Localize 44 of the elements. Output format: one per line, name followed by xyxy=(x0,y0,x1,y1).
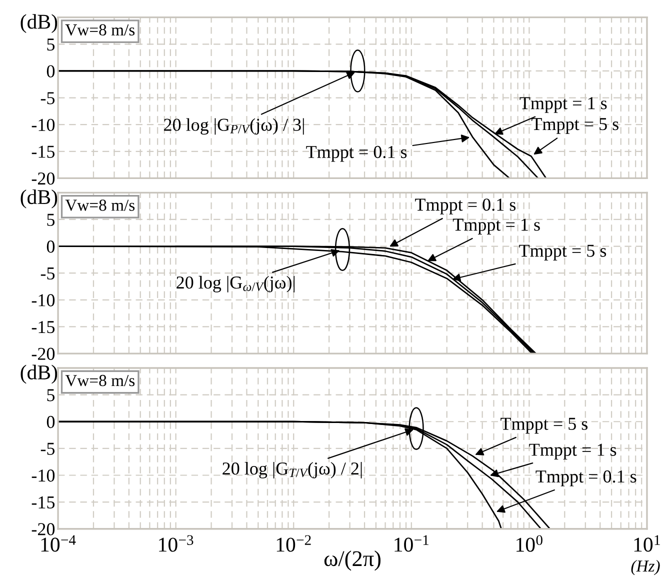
x-tick-label: 10$^{−4}$ xyxy=(41,535,76,552)
y-tick-label: 5 xyxy=(47,389,55,402)
annotation: Tmppt = 0.1 s xyxy=(536,470,636,486)
x-tick-label: 10$^{−2}$ xyxy=(276,535,311,552)
y-tick-label: -15 xyxy=(32,146,55,158)
text: (Hz) xyxy=(631,560,660,576)
annotation: Tmppt = 1 s xyxy=(452,218,540,234)
annotation: 20 log |G$_{P/V}$(jω) / 3| xyxy=(164,118,304,135)
annotation: Vw=8 m/s xyxy=(65,374,135,386)
annotation: Tmppt = 5 s xyxy=(532,118,618,134)
annotation: Tmppt = 5 s xyxy=(519,244,606,260)
y-tick-label: -10 xyxy=(32,118,55,132)
x-axis-title: ω/(2π) xyxy=(324,550,380,571)
x-tick-label: 10$^{−3}$ xyxy=(159,535,194,552)
annotation: Tmppt = 1 s xyxy=(529,444,616,460)
y-axis-title: (dB) xyxy=(20,189,58,208)
annotation: Tmppt = 0.1 s xyxy=(415,198,516,214)
y-tick-label: -20 xyxy=(32,348,55,360)
annotation: Tmppt = 0.1 s xyxy=(306,146,407,162)
y-tick-label: 0 xyxy=(46,416,55,428)
annotation: 20 log |G$_{ω/V}$(jω)| xyxy=(176,276,295,292)
annotation: 20 log |G$_{T/V}$(jω) / 2| xyxy=(222,462,362,478)
x-tick-label: 10$^{0}$ xyxy=(516,535,542,552)
annotation: Vw=8 m/s xyxy=(65,24,135,36)
y-tick-label: -15 xyxy=(32,321,55,334)
y-tick-label: 5 xyxy=(47,214,55,226)
annotation: Tmppt = 5 s xyxy=(500,418,588,434)
x-tick-label: 10$^{−1}$ xyxy=(394,535,429,552)
annotation: Tmppt = 1 s xyxy=(520,97,607,113)
y-tick-label: 5 xyxy=(47,38,55,51)
y-tick-label: -20 xyxy=(32,523,55,536)
y-tick-label: 0 xyxy=(46,240,55,253)
x-tick-label: 10$^{1}$ xyxy=(634,535,660,552)
y-tick-label: 0 xyxy=(46,65,55,78)
y-axis-title: (dB) xyxy=(20,14,58,34)
y-tick-label: -20 xyxy=(32,172,55,185)
annotation: Vw=8 m/s xyxy=(65,200,135,211)
y-tick-label: -5 xyxy=(40,268,55,280)
y-axis-title: (dB) xyxy=(20,364,58,384)
y-tick-label: -5 xyxy=(40,92,55,104)
y-tick-label: -10 xyxy=(32,294,55,306)
y-tick-label: -5 xyxy=(40,442,55,455)
y-tick-label: -15 xyxy=(32,496,55,508)
y-tick-label: -10 xyxy=(32,470,55,482)
